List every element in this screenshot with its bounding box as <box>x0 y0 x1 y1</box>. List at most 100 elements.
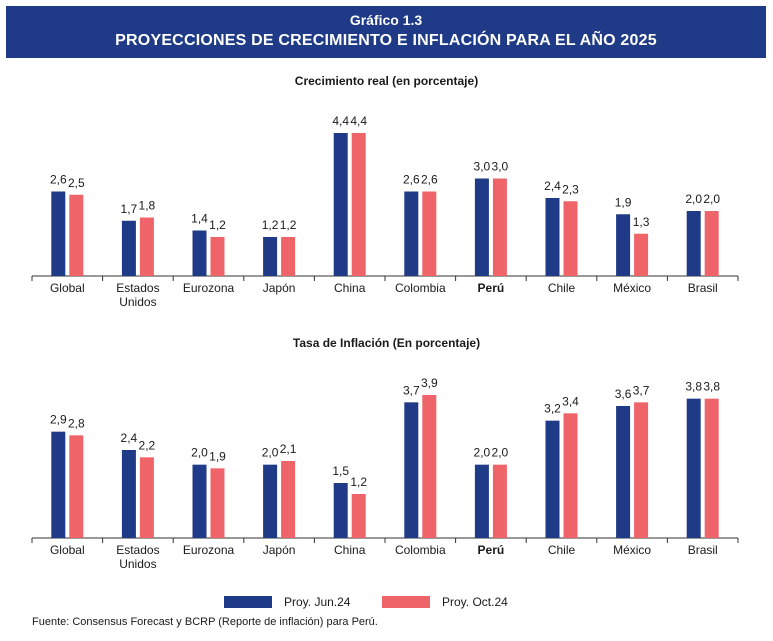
data-label-chile-jun: 3,2 <box>544 402 561 416</box>
chart-title: PROYECCIONES DE CRECIMIENTO E INFLACIÓN … <box>115 32 657 49</box>
data-label-japon-oct: 1,2 <box>280 218 297 232</box>
data-label-mexico-oct: 3,7 <box>633 383 650 397</box>
bar-peru-oct <box>492 178 507 276</box>
data-label-peru-jun: 3,0 <box>474 160 491 174</box>
bar-chile-oct <box>563 413 578 538</box>
data-label-china-jun: 1,5 <box>332 464 349 478</box>
legend-swatch-oct <box>382 596 430 608</box>
bar-global-jun <box>51 431 66 538</box>
data-label-colombia-oct: 2,6 <box>421 173 438 187</box>
inflation-panel-title: Tasa de Inflación (En porcentaje) <box>292 336 481 350</box>
bar-chile-oct <box>563 201 578 276</box>
bar-japon-jun <box>263 464 278 538</box>
legend-label-jun: Proy. Jun.24 <box>284 595 351 609</box>
data-label-brasil-jun: 2,0 <box>685 192 702 206</box>
bar-china-jun <box>333 483 348 538</box>
category-label-china: China <box>334 281 366 295</box>
data-label-japon-jun: 1,2 <box>262 218 279 232</box>
category-label-colombia: Colombia <box>395 543 446 557</box>
data-label-japon-oct: 2,1 <box>280 442 297 456</box>
data-label-brasil-jun: 3,8 <box>685 380 702 394</box>
bar-global-oct <box>69 194 84 276</box>
bar-japon-jun <box>263 237 278 276</box>
bar-colombia-oct <box>422 395 437 538</box>
data-label-chile-oct: 3,4 <box>562 394 579 408</box>
data-label-peru-oct: 3,0 <box>492 160 509 174</box>
bar-global-oct <box>69 435 84 538</box>
bar-china-jun <box>333 133 348 276</box>
bar-colombia-oct <box>422 191 437 276</box>
bar-brasil-oct <box>704 211 719 276</box>
category-label-brasil: Brasil <box>688 281 718 295</box>
category-label-estados-unidos: Estados Unidos <box>116 543 159 571</box>
legend-swatch-jun <box>224 596 272 608</box>
data-label-eurozona-jun: 2,0 <box>191 446 208 460</box>
bar-mexico-oct <box>634 402 649 538</box>
bar-estados-unidos-jun <box>121 450 136 538</box>
category-label-chile: Chile <box>548 543 576 557</box>
bar-mexico-jun <box>616 214 631 276</box>
bar-brasil-oct <box>704 398 719 538</box>
data-label-eurozona-jun: 1,4 <box>191 212 208 226</box>
data-label-estados-unidos-oct: 2,2 <box>139 438 156 452</box>
data-label-global-jun: 2,6 <box>50 173 67 187</box>
data-label-eurozona-oct: 1,2 <box>209 218 226 232</box>
bar-peru-jun <box>474 178 489 276</box>
data-label-mexico-jun: 3,6 <box>615 387 632 401</box>
category-label-china: China <box>334 543 366 557</box>
category-label-mexico: México <box>613 543 651 557</box>
category-label-mexico: México <box>613 281 651 295</box>
bar-estados-unidos-oct <box>139 457 154 538</box>
category-label-japon: Japón <box>263 543 296 557</box>
bar-eurozona-jun <box>192 464 207 538</box>
bar-estados-unidos-oct <box>139 217 154 276</box>
bar-brasil-jun <box>686 211 701 276</box>
data-label-global-oct: 2,5 <box>68 176 85 190</box>
data-label-chile-jun: 2,4 <box>544 179 561 193</box>
category-label-chile: Chile <box>548 281 576 295</box>
legend: Proy. Jun.24 Proy. Oct.24 <box>0 592 773 612</box>
chart-number: Gráfico 1.3 <box>349 12 423 28</box>
category-label-estados-unidos: Estados Unidos <box>116 281 159 309</box>
data-label-eurozona-oct: 1,9 <box>209 449 226 463</box>
data-label-colombia-oct: 3,9 <box>421 376 438 390</box>
bar-global-jun <box>51 191 66 276</box>
data-label-peru-oct: 2,0 <box>492 446 509 460</box>
legend-label-oct: Proy. Oct.24 <box>442 595 508 609</box>
data-label-colombia-jun: 2,6 <box>403 173 420 187</box>
data-label-estados-unidos-oct: 1,8 <box>139 199 156 213</box>
data-label-global-jun: 2,9 <box>50 413 67 427</box>
data-label-china-oct: 1,2 <box>350 475 367 489</box>
data-label-estados-unidos-jun: 1,7 <box>121 202 138 216</box>
data-label-peru-jun: 2,0 <box>474 446 491 460</box>
category-label-brasil: Brasil <box>688 543 718 557</box>
bar-eurozona-oct <box>210 237 225 276</box>
legend-item-oct: Proy. Oct.24 <box>382 592 508 612</box>
category-label-eurozona: Eurozona <box>183 543 235 557</box>
bar-japon-oct <box>281 237 296 276</box>
data-label-mexico-jun: 1,9 <box>615 195 632 209</box>
bar-china-oct <box>351 494 366 538</box>
bar-peru-jun <box>474 464 489 538</box>
growth-panel-title: Crecimiento real (en porcentaje) <box>294 74 479 88</box>
data-label-estados-unidos-jun: 2,4 <box>121 431 138 445</box>
category-label-colombia: Colombia <box>395 281 446 295</box>
bar-mexico-jun <box>616 406 631 538</box>
legend-item-jun: Proy. Jun.24 <box>224 592 350 612</box>
bar-colombia-jun <box>404 402 419 538</box>
bar-colombia-jun <box>404 191 419 276</box>
bar-eurozona-oct <box>210 468 225 538</box>
data-label-china-jun: 4,4 <box>332 114 349 128</box>
data-label-mexico-oct: 1,3 <box>633 215 650 229</box>
data-label-brasil-oct: 3,8 <box>703 380 720 394</box>
bar-peru-oct <box>492 464 507 538</box>
data-label-chile-oct: 2,3 <box>562 182 579 196</box>
data-label-china-oct: 4,4 <box>350 114 367 128</box>
category-label-eurozona: Eurozona <box>183 281 235 295</box>
category-label-global: Global <box>50 543 85 557</box>
bar-mexico-oct <box>634 233 649 276</box>
category-label-japon: Japón <box>263 281 296 295</box>
category-label-global: Global <box>50 281 85 295</box>
